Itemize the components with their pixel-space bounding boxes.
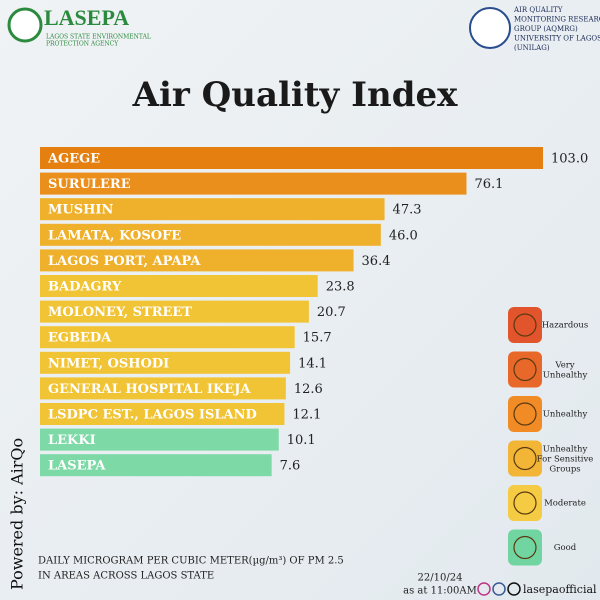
partner-line: UNIVERSITY OF LAGOS xyxy=(514,35,600,43)
legend-face xyxy=(513,491,537,515)
category-label: SURULERE xyxy=(48,177,131,192)
bar xyxy=(40,147,543,169)
category-label: LAMATA, KOSOFE xyxy=(48,228,181,243)
bar xyxy=(40,300,309,323)
partner-line: AIR QUALITY xyxy=(513,6,563,14)
bar xyxy=(40,249,354,272)
legend-label: Unhealthy For Sensitive Groups xyxy=(537,444,594,474)
legend-swatch xyxy=(508,485,542,521)
value-label: 7.6 xyxy=(280,459,301,474)
value-label: 36.4 xyxy=(362,254,391,269)
bar xyxy=(40,198,385,221)
instagram-icon xyxy=(477,582,491,596)
time: as at 11:00AM xyxy=(403,586,477,597)
partner-line: (UNILAG) xyxy=(514,44,550,52)
bar xyxy=(40,326,295,349)
handle: lasepaofficial xyxy=(523,583,597,596)
lasepa-logo xyxy=(7,7,43,43)
category-label: LAGOS PORT, APAPA xyxy=(48,254,201,269)
org-line: LAGOS STATE ENVIRONMENTAL xyxy=(46,34,151,41)
value-label: 10.1 xyxy=(287,433,316,448)
legend-swatch xyxy=(508,396,542,432)
category-label: NIMET, OSHODI xyxy=(48,356,169,371)
x-icon xyxy=(507,582,521,596)
legend-face xyxy=(513,535,537,560)
bar xyxy=(40,223,381,246)
facebook-icon xyxy=(492,582,506,596)
legend-label: Good xyxy=(554,543,577,553)
category-label: MUSHIN xyxy=(48,203,113,218)
value-label: 47.3 xyxy=(393,203,422,218)
org-line: PROTECTION AGENCY xyxy=(46,41,119,48)
bar xyxy=(40,351,291,374)
category-label: MOLONEY, STREET xyxy=(48,305,192,320)
bar xyxy=(40,403,285,425)
org-name: LASEPA xyxy=(44,5,129,30)
legend-label: Moderate xyxy=(544,499,586,509)
bar xyxy=(40,428,279,451)
value-label: 46.0 xyxy=(389,228,418,243)
value-label: 23.8 xyxy=(326,280,355,295)
category-label: LASEPA xyxy=(48,459,106,474)
legend-face xyxy=(513,357,537,382)
value-label: 20.7 xyxy=(317,305,346,320)
chart-title: Air Quality Index xyxy=(132,75,459,115)
legend-face xyxy=(513,446,537,471)
bar xyxy=(40,454,272,477)
category-label: LSDPC EST., LAGOS ISLAND xyxy=(48,408,257,423)
value-label: 12.6 xyxy=(294,382,323,397)
powered-by: Powered by: AirQo xyxy=(8,438,27,590)
legend-label: Hazardous xyxy=(542,321,588,331)
category-label: EGBEDA xyxy=(48,331,112,346)
legend-face xyxy=(513,313,537,337)
note-line: IN AREAS ACROSS LAGOS STATE xyxy=(38,571,214,582)
legend-swatch xyxy=(508,351,542,388)
bar xyxy=(40,377,286,400)
category-label: AGEGE xyxy=(47,152,100,167)
value-label: 14.1 xyxy=(298,356,327,371)
legend-label: Very Unhealthy xyxy=(543,360,588,380)
value-label: 15.7 xyxy=(303,331,332,346)
bar xyxy=(40,275,318,297)
category-label: BADAGRY xyxy=(48,280,122,295)
category-label: GENERAL HOSPITAL IKEJA xyxy=(48,382,251,397)
category-label: LEKKI xyxy=(48,433,96,448)
value-label: 76.1 xyxy=(474,177,503,192)
legend-swatch xyxy=(508,529,542,566)
partner-line: MONITORING RESEARCH xyxy=(514,16,600,24)
partner-line: GROUP (AQMRG) xyxy=(514,25,578,33)
legend-swatch xyxy=(508,307,542,343)
unilag-logo xyxy=(469,7,511,49)
note-line: DAILY MICROGRAM PER CUBIC METER(µg/m³) O… xyxy=(38,556,344,567)
legend-face xyxy=(513,402,537,426)
date: 22/10/24 xyxy=(418,573,463,584)
bar xyxy=(40,172,467,195)
legend-label: Unhealthy xyxy=(543,410,588,420)
value-label: 103.0 xyxy=(551,152,588,167)
value-label: 12.1 xyxy=(292,408,321,423)
legend-swatch xyxy=(508,440,542,477)
